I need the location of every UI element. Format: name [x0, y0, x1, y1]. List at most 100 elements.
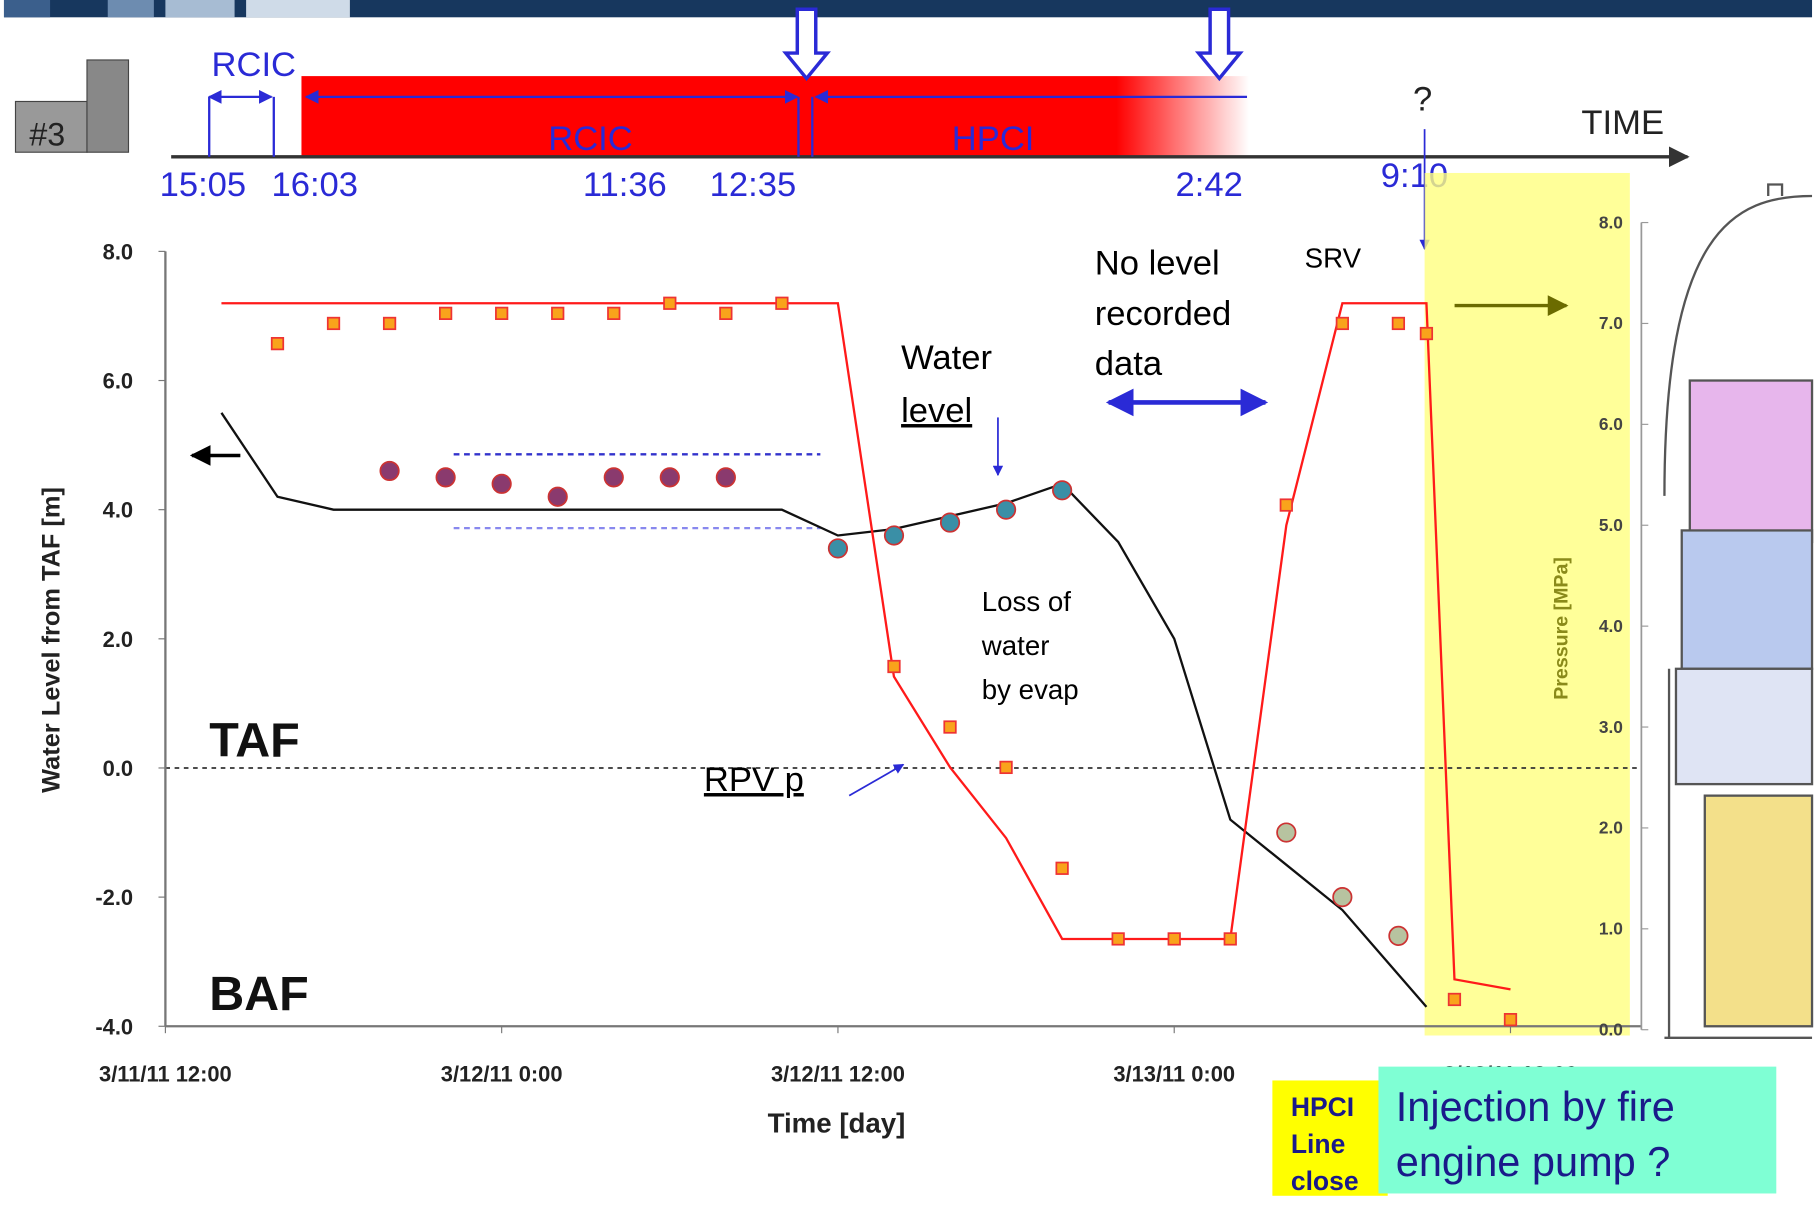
data-circle — [436, 468, 454, 486]
y-axis-label: Water Level from TAF [m] — [37, 487, 65, 793]
data-square — [384, 318, 396, 330]
data-circle — [1053, 481, 1071, 499]
y-tick-label: 2.0 — [103, 627, 133, 652]
y-tick-label: 8.0 — [103, 239, 133, 264]
data-circle — [885, 526, 903, 544]
data-square — [1393, 318, 1405, 330]
pointer-arrow — [849, 765, 903, 796]
y2-tick-label: 1.0 — [1599, 919, 1623, 939]
reactor-drawing — [1664, 184, 1812, 1037]
time-label: 11:36 — [583, 166, 667, 204]
data-square — [944, 721, 956, 733]
data-square — [1000, 762, 1012, 774]
taf-label: TAF — [209, 713, 300, 767]
series-line — [221, 303, 1510, 989]
hpci-label: HPCI — [952, 120, 1035, 158]
data-circle — [1277, 823, 1295, 841]
y2-tick-label: 3.0 — [1599, 717, 1623, 737]
data-square — [888, 661, 900, 673]
slide: #3 RCIC RCIC HPCI 15:05 16:03 11:36 12:3… — [0, 0, 1816, 1205]
note-text: Line — [1291, 1129, 1346, 1159]
x-tick-label: 3/13/11 0:00 — [1113, 1062, 1235, 1087]
data-circle — [380, 462, 398, 480]
y2-tick-label: 4.0 — [1599, 616, 1623, 636]
rcic-label: RCIC — [212, 46, 297, 84]
note-text: Injection by fire — [1396, 1083, 1675, 1130]
annotation: water — [981, 630, 1050, 661]
y2-tick-label: 6.0 — [1599, 414, 1623, 434]
y2-tick-label: 8.0 — [1599, 212, 1623, 232]
time-label: 2:42 — [1176, 166, 1243, 204]
y-tick-label: -2.0 — [95, 885, 133, 910]
y2-tick-label: 7.0 — [1599, 313, 1623, 333]
y-tick-label: 4.0 — [103, 498, 133, 523]
data-circle — [492, 475, 510, 493]
data-circle — [1389, 927, 1407, 945]
header-block — [165, 0, 234, 17]
header-block — [246, 0, 350, 17]
x-tick-label: 3/12/11 0:00 — [441, 1062, 563, 1087]
rcic-label: RCIC — [548, 120, 633, 158]
header-block — [4, 0, 50, 17]
note-text: engine pump ? — [1396, 1138, 1671, 1185]
x-tick-label: 3/11/11 12:00 — [99, 1062, 232, 1087]
down-arrow — [786, 9, 828, 78]
data-square — [1112, 933, 1124, 945]
note-text: HPCI — [1291, 1092, 1354, 1122]
data-square — [776, 298, 788, 310]
unit-tower — [87, 60, 129, 152]
data-square — [328, 318, 340, 330]
data-circle — [941, 513, 959, 531]
y-tick-label: -4.0 — [95, 1014, 133, 1039]
question-mark: ? — [1413, 81, 1432, 119]
data-square — [496, 308, 508, 320]
unit-label: #3 — [29, 116, 65, 152]
data-square — [608, 308, 620, 320]
data-square — [1056, 863, 1068, 875]
time-label: 16:03 — [271, 166, 358, 204]
time-label: 15:05 — [160, 166, 247, 204]
data-circle — [997, 500, 1015, 518]
data-circle — [605, 468, 623, 486]
x-tick-label: 3/12/11 12:00 — [771, 1062, 905, 1087]
data-circle — [717, 468, 735, 486]
annotation: recorded — [1095, 295, 1231, 333]
data-circle — [1333, 888, 1351, 906]
annotation: No level — [1095, 244, 1220, 282]
plot: 8.0 6.0 4.0 2.0 0.0 -2.0 -4.0 0.0 1.0 2.0 3.0 4.0 5.… — [95, 212, 1648, 1086]
y2-tick-label: 2.0 — [1599, 818, 1623, 838]
data-square — [552, 308, 564, 320]
y2-axis-label: Pressure [MPa] — [1551, 557, 1573, 700]
injection-bar — [301, 76, 1249, 157]
data-square — [1168, 933, 1180, 945]
data-square — [720, 308, 732, 320]
y2-tick-label: 5.0 — [1599, 515, 1623, 535]
down-arrow — [1199, 9, 1241, 78]
data-square — [1281, 499, 1293, 511]
annotation: Water — [901, 339, 992, 377]
highlight-region — [1425, 173, 1630, 1036]
note-text: close — [1291, 1166, 1359, 1196]
y2-tick-label: 0.0 — [1599, 1019, 1623, 1039]
data-square — [1224, 933, 1236, 945]
data-circle — [829, 539, 847, 557]
data-circle — [661, 468, 679, 486]
annotation: level — [901, 392, 972, 430]
data-square — [1421, 328, 1433, 340]
baf-label: BAF — [209, 967, 309, 1021]
data-square — [440, 308, 452, 320]
data-square — [272, 338, 284, 350]
data-square — [1337, 318, 1349, 330]
header-block — [108, 0, 154, 17]
y-tick-label: 0.0 — [103, 756, 133, 781]
annotation: RPV p — [704, 761, 804, 799]
time-axis-label: TIME — [1581, 104, 1664, 142]
data-square — [664, 298, 676, 310]
annotation: Loss of — [982, 586, 1071, 617]
x-axis-label: Time [day] — [768, 1107, 906, 1138]
annotation: SRV — [1305, 243, 1362, 274]
series-line — [221, 413, 1426, 1007]
data-square — [1449, 994, 1461, 1006]
y-tick-label: 6.0 — [103, 369, 133, 394]
annotation: by evap — [982, 674, 1079, 705]
